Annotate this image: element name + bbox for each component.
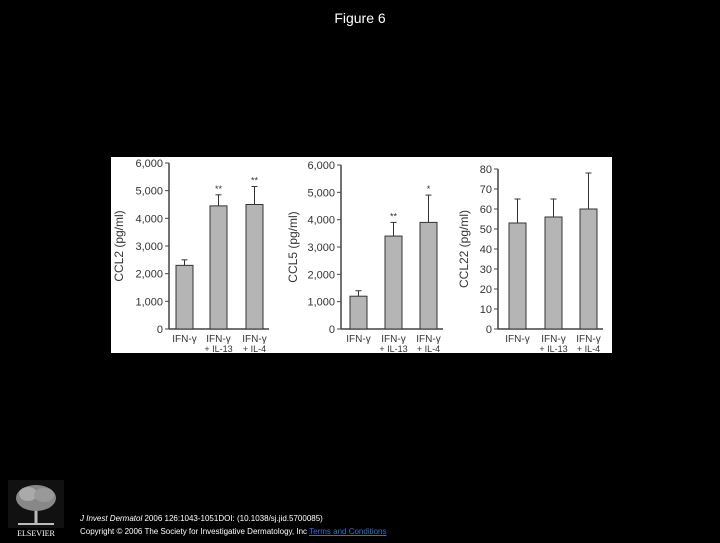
- chart2-category-label: IFN-γ: [381, 334, 405, 345]
- chart1-y-axis-label: CCL2 (pg/ml): [112, 210, 126, 281]
- chart3-y-axis-label: CCL22 (pg/ml): [457, 210, 471, 288]
- chart1-y-tick-label: 6,000: [135, 158, 163, 170]
- chart1-category-label: + IL-4: [243, 344, 266, 353]
- figure-panel: 0 1,000 2,000 3,000 4,000 5,000 6,000 CCL2 (pg/…: [111, 157, 612, 353]
- chart2-category-label: IFN-γ: [416, 334, 440, 345]
- chart1-y-tick-label: 3,000: [135, 241, 163, 253]
- chart2-y-tick-label: 0: [329, 324, 335, 336]
- chart3-y-tick-label: 40: [480, 244, 492, 256]
- chart1-significance-label: **: [215, 184, 223, 194]
- figure-title: Figure 6: [334, 10, 386, 26]
- chart2-bar: [419, 221, 438, 330]
- chart2-y-axis-label: CCL5 (pg/ml): [286, 211, 300, 282]
- chart2-y-tick-label: 5,000: [307, 187, 335, 199]
- elsevier-tree-icon: ELSEVIER: [8, 480, 64, 538]
- chart3-category-label: IFN-γ: [576, 334, 600, 345]
- chart3-y-tick-label: 10: [480, 304, 492, 316]
- chart2-category-label: + IL-4: [417, 344, 440, 353]
- chart3-bar: [544, 216, 563, 330]
- chart3-y-tick-label: 20: [480, 284, 492, 296]
- chart3-y-tick-label: 80: [480, 164, 492, 176]
- chart2-y-tick-label: 6,000: [307, 160, 335, 172]
- chart2-category-label: + IL-13: [379, 344, 407, 353]
- chart3-y-tick-label: 30: [480, 264, 492, 276]
- chart1-category-label: IFN-γ: [206, 334, 230, 345]
- chart1-y-tick-label: 5,000: [135, 186, 163, 198]
- chart1-category-label: IFN-γ: [172, 334, 196, 345]
- chart2-y-tick-label: 2,000: [307, 269, 335, 281]
- terms-link[interactable]: Terms and Conditions: [309, 527, 387, 536]
- chart3-category-label: IFN-γ: [541, 334, 565, 345]
- chart1-y-tick-label: 0: [157, 324, 163, 336]
- chart2-significance-label: **: [390, 211, 398, 221]
- chart3-y-tick-label: 50: [480, 224, 492, 236]
- chart1-significance-label: **: [251, 176, 259, 186]
- chart1-bar: [245, 204, 264, 330]
- chart2-category-label: IFN-γ: [346, 334, 370, 345]
- chart1-category-label: + IL-13: [204, 344, 232, 353]
- chart2-significance-label: *: [427, 184, 431, 194]
- charts-svg: 0 1,000 2,000 3,000 4,000 5,000 6,000 CCL2 (pg/…: [112, 158, 603, 353]
- chart3-bar: [579, 208, 598, 330]
- chart3-y-tick-label: 60: [480, 204, 492, 216]
- chart1-bar: [175, 264, 194, 330]
- chart3-y-tick-label: 0: [486, 324, 492, 336]
- chart1-y-tick-label: 1,000: [135, 296, 163, 308]
- chart1-category-label: IFN-γ: [242, 334, 266, 345]
- chart2-y-tick-label: 4,000: [307, 215, 335, 227]
- chart1-y-tick-label: 4,000: [135, 213, 163, 225]
- chart2-bar: [349, 295, 368, 330]
- elsevier-wordmark: ELSEVIER: [17, 529, 55, 538]
- copyright-line: Copyright © 2006 The Society for Investi…: [80, 525, 387, 538]
- chart2-y-tick-label: 3,000: [307, 242, 335, 254]
- citation-line: J Invest Dermatol 2006 126:1043-1051DOI:…: [80, 512, 387, 525]
- elsevier-logo: ELSEVIER: [8, 480, 64, 538]
- journal-name: J Invest Dermatol: [80, 514, 143, 523]
- chart3-y-tick-label: 70: [480, 184, 492, 196]
- chart3-bar: [508, 222, 527, 330]
- chart1-bar: [209, 205, 228, 330]
- chart1-y-tick-label: 2,000: [135, 269, 163, 281]
- chart2-y-tick-label: 1,000: [307, 297, 335, 309]
- chart3-category-label: + IL-4: [577, 344, 600, 353]
- chart2-bar: [384, 235, 403, 330]
- copyright-text: Copyright © 2006 The Society for Investi…: [80, 527, 308, 536]
- citation: J Invest Dermatol 2006 126:1043-1051DOI:…: [80, 512, 387, 538]
- chart3-category-label: IFN-γ: [505, 334, 529, 345]
- chart3-category-label: + IL-13: [539, 344, 567, 353]
- citation-details: 2006 126:1043-1051DOI: (10.1038/sj.jid.5…: [142, 514, 323, 523]
